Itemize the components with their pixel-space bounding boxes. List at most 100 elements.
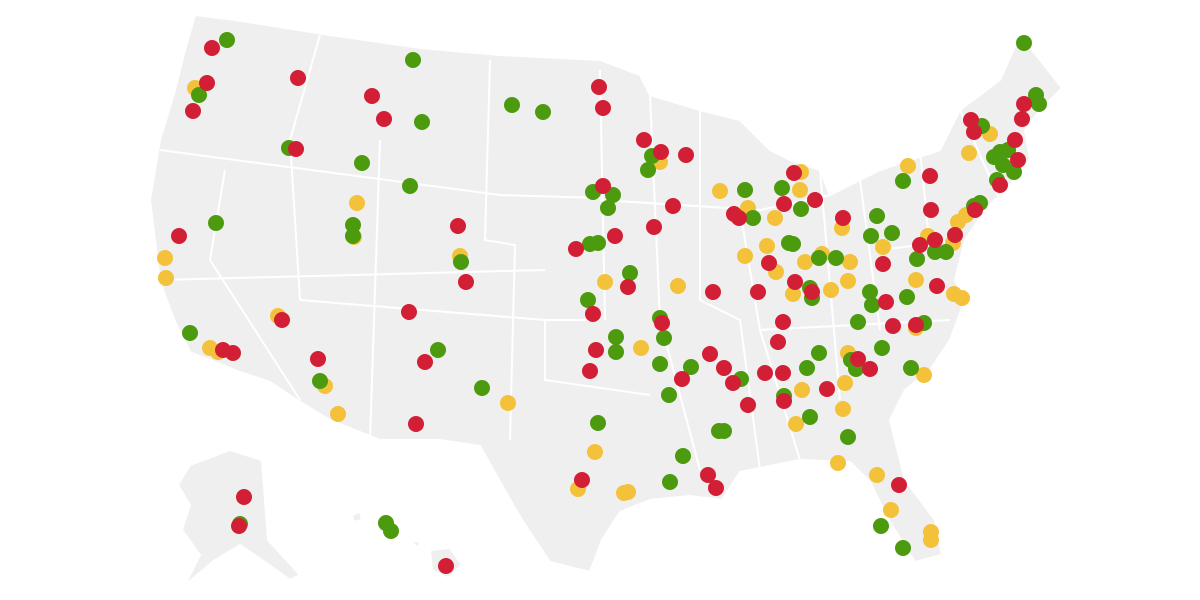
location-dot — [185, 103, 201, 119]
location-dot — [349, 195, 365, 211]
location-dot — [725, 375, 741, 391]
location-dot — [922, 168, 938, 184]
location-dot — [908, 272, 924, 288]
location-dot — [199, 75, 215, 91]
location-dot — [354, 155, 370, 171]
location-dot — [895, 173, 911, 189]
location-dot — [811, 250, 827, 266]
location-dot — [835, 401, 851, 417]
location-dot — [1031, 96, 1047, 112]
location-dot — [757, 365, 773, 381]
location-dot — [797, 254, 813, 270]
location-dot — [785, 286, 801, 302]
location-dot — [430, 342, 446, 358]
location-dot — [869, 467, 885, 483]
location-dot — [345, 217, 361, 233]
location-dot — [438, 558, 454, 574]
location-dot — [231, 518, 247, 534]
location-dot — [923, 532, 939, 548]
contiguous-us — [148, 13, 1064, 574]
location-dot — [652, 356, 668, 372]
location-dot — [775, 365, 791, 381]
location-dot — [869, 208, 885, 224]
location-dot — [802, 409, 818, 425]
location-dot — [597, 274, 613, 290]
location-dot — [903, 360, 919, 376]
location-dot — [863, 228, 879, 244]
location-dot — [862, 361, 878, 377]
location-dot — [274, 312, 290, 328]
location-dot — [966, 124, 982, 140]
location-dot — [912, 237, 928, 253]
location-dot — [929, 278, 945, 294]
location-dot — [775, 314, 791, 330]
location-dot — [737, 182, 753, 198]
location-dot — [591, 79, 607, 95]
location-dot — [675, 448, 691, 464]
location-dot — [850, 351, 866, 367]
location-dot — [171, 228, 187, 244]
location-dot — [620, 279, 636, 295]
location-dot — [590, 415, 606, 431]
location-dot — [607, 228, 623, 244]
location-dot — [640, 162, 656, 178]
location-dot — [678, 147, 694, 163]
location-dot — [290, 70, 306, 86]
location-dot — [819, 381, 835, 397]
location-dot — [776, 393, 792, 409]
location-dot — [884, 225, 900, 241]
location-dot — [828, 250, 844, 266]
location-dot — [992, 177, 1008, 193]
location-dot — [568, 241, 584, 257]
location-dot — [585, 306, 601, 322]
location-dot — [862, 284, 878, 300]
location-dot — [417, 354, 433, 370]
location-dot — [761, 255, 777, 271]
location-dot — [916, 367, 932, 383]
location-dot — [804, 284, 820, 300]
location-dot — [608, 344, 624, 360]
location-dot — [702, 346, 718, 362]
location-dot — [414, 114, 430, 130]
location-dot — [895, 540, 911, 556]
location-dot — [878, 294, 894, 310]
location-dot — [776, 196, 792, 212]
location-dot — [310, 351, 326, 367]
location-dot — [716, 423, 732, 439]
location-dot — [785, 236, 801, 252]
location-dot — [705, 284, 721, 300]
location-dot — [759, 238, 775, 254]
location-dot — [885, 318, 901, 334]
location-dot — [450, 218, 466, 234]
location-dot — [873, 518, 889, 534]
location-dot — [750, 284, 766, 300]
location-dot — [182, 325, 198, 341]
location-dot — [992, 144, 1008, 160]
location-dot — [823, 282, 839, 298]
location-dot — [726, 206, 742, 222]
location-dot — [799, 360, 815, 376]
location-dot — [535, 104, 551, 120]
location-dot — [683, 359, 699, 375]
location-dot — [788, 416, 804, 432]
location-dot — [636, 132, 652, 148]
location-dot — [938, 244, 954, 260]
location-dot — [842, 254, 858, 270]
location-dot — [656, 330, 672, 346]
location-dot — [474, 380, 490, 396]
location-dot — [670, 278, 686, 294]
location-dot — [864, 297, 880, 313]
location-dot — [837, 375, 853, 391]
location-dot — [835, 210, 851, 226]
location-dot — [215, 342, 231, 358]
location-dot — [767, 210, 783, 226]
location-dot — [923, 202, 939, 218]
location-dot — [927, 232, 943, 248]
location-dot — [840, 429, 856, 445]
location-dot — [900, 158, 916, 174]
location-dot — [653, 144, 669, 160]
location-dot — [963, 112, 979, 128]
location-dot — [967, 202, 983, 218]
